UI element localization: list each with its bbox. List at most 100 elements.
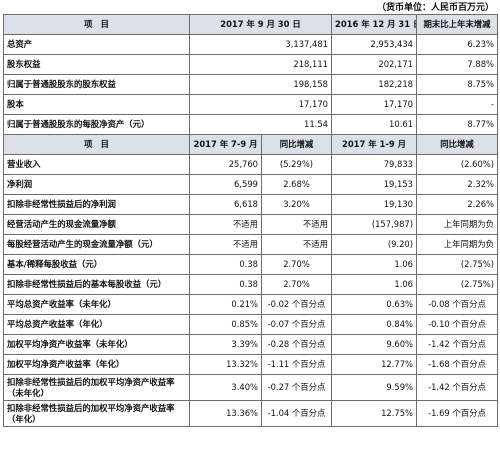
- cell-value: 9.60%: [331, 334, 417, 355]
- cell-value: 79,833: [331, 154, 417, 175]
- table-row: 经营活动产生的现金流量净额 不适用 不适用 (157,987) 上年同期为负: [3, 214, 498, 235]
- cell-value: 0.84%: [331, 314, 417, 335]
- cell-value: (9.20): [331, 234, 417, 255]
- row-label: 加权平均净资产收益率（未年化）: [3, 334, 190, 355]
- cell-value: -1.42 个百分点: [416, 374, 498, 401]
- row-label: 平均总资产收益率（未年化）: [3, 294, 190, 315]
- cell-value: 19,130: [331, 194, 417, 215]
- cell-value: 0.38: [189, 274, 262, 295]
- cell-value: 6,599: [189, 174, 262, 195]
- row-label: 加权平均净资产收益率（年化）: [3, 354, 190, 375]
- table-row: 营业收入 25,760 (5.29%) 79,833 (2.60%): [3, 154, 498, 175]
- cell-value: (5.29%): [261, 154, 332, 175]
- cell-value: 12.77%: [331, 354, 417, 375]
- cell-value: -1.69 个百分点: [416, 400, 498, 427]
- cell-value: 12.75%: [331, 400, 417, 427]
- cell-value: 218,111: [189, 54, 332, 75]
- cell-value: 0.85%: [189, 314, 262, 335]
- cell-value: (2.60%): [416, 154, 498, 175]
- cell-value: -0.10 个百分点: [416, 314, 498, 335]
- row-label: 营业收入: [3, 154, 190, 175]
- cell-value: 2.26%: [416, 194, 498, 215]
- cell-value: 6.23%: [416, 34, 498, 55]
- cell-value: 2.70%: [261, 274, 332, 295]
- row-label: 扣除非经常性损益后的净利润: [3, 194, 190, 215]
- cell-value: -1.11 个百分点: [261, 354, 332, 375]
- cell-value: -0.28 个百分点: [261, 334, 332, 355]
- table-row: 总资产 3,137,481 2,953,434 6.23%: [3, 34, 498, 55]
- balance-header-row: 项 目 2017 年 9 月 30 日 2016 年 12 月 31 日 期末比…: [3, 14, 498, 35]
- table-row: 加权平均净资产收益率（未年化） 3.39% -0.28 个百分点 9.60% -…: [3, 334, 498, 355]
- header-q3-2017: 2017 年 7-9 月: [189, 134, 262, 155]
- table-row: 归属于普通股股东的每股净资产（元） 11.54 10.61 8.77%: [3, 114, 498, 135]
- cell-value: 202,171: [331, 54, 417, 75]
- cell-value: -0.08 个百分点: [416, 294, 498, 315]
- table-row: 每股经营活动产生的现金流量净额（元） 不适用 不适用 (9.20) 上年同期为负: [3, 234, 498, 255]
- cell-value: 2.68%: [261, 174, 332, 195]
- cell-value: 1.06: [331, 274, 417, 295]
- cell-value: 17,170: [331, 94, 417, 115]
- table-row: 平均总资产收益率（未年化） 0.21% -0.02 个百分点 0.63% -0.…: [3, 294, 498, 315]
- table-row: 股本 17,170 17,170 -: [3, 94, 498, 115]
- row-label: 扣除非经常性损益后的加权平均净资产收益率（年化）: [3, 400, 190, 427]
- row-label: 扣除非经常性损益后的加权平均净资产收益率（未年化）: [3, 374, 190, 401]
- header-ytd-2017: 2017 年 1-9 月: [331, 134, 417, 155]
- cell-value: 3.39%: [189, 334, 262, 355]
- header-change-vs-year-end: 期末比上年末增减: [416, 14, 498, 35]
- cell-value: -1.68 个百分点: [416, 354, 498, 375]
- cell-value: -1.42 个百分点: [416, 334, 498, 355]
- cell-value: -0.07 个百分点: [261, 314, 332, 335]
- table-row: 股东权益 218,111 202,171 7.88%: [3, 54, 498, 75]
- cell-value: 10.61: [331, 114, 417, 135]
- header-year-end-2016: 2016 年 12 月 31 日: [331, 14, 417, 35]
- cell-value: (2.75%): [416, 274, 498, 295]
- income-header-row: 项 目 2017 年 7-9 月 同比增减 2017 年 1-9 月 同比增减: [3, 134, 498, 155]
- row-label: 净利润: [3, 174, 190, 195]
- cell-value: 198,158: [189, 74, 332, 95]
- cell-value: 9.59%: [331, 374, 417, 401]
- row-label: 归属于普通股股东的股东权益: [3, 74, 190, 95]
- cell-value: 2,953,434: [331, 34, 417, 55]
- cell-value: 2.70%: [261, 254, 332, 275]
- cell-value: 17,170: [189, 94, 332, 115]
- cell-value: 不适用: [189, 234, 262, 255]
- cell-value: (2.75%): [416, 254, 498, 275]
- row-label: 基本/稀释每股收益（元）: [3, 254, 190, 275]
- cell-value: 上年同期为负: [416, 234, 498, 255]
- cell-value: 19,153: [331, 174, 417, 195]
- cell-value: 25,760: [189, 154, 262, 175]
- cell-value: 3,137,481: [189, 34, 332, 55]
- row-label: 总资产: [3, 34, 190, 55]
- table-row: 净利润 6,599 2.68% 19,153 2.32%: [3, 174, 498, 195]
- cell-value: 上年同期为负: [416, 214, 498, 235]
- cell-value: 7.88%: [416, 54, 498, 75]
- row-label: 股本: [3, 94, 190, 115]
- cell-value: 2.32%: [416, 174, 498, 195]
- row-label: 扣除非经常性损益后的基本每股收益（元）: [3, 274, 190, 295]
- cell-value: 不适用: [261, 234, 332, 255]
- table-row: 扣除非经常性损益后的加权平均净资产收益率（未年化） 3.40% -0.27 个百…: [3, 374, 498, 401]
- cell-value: 0.21%: [189, 294, 262, 315]
- table-row: 扣除非经常性损益后的加权平均净资产收益率（年化） 13.36% -1.04 个百…: [3, 400, 498, 427]
- cell-value: 3.20%: [261, 194, 332, 215]
- table-row: 归属于普通股股东的股东权益 198,158 182,218 8.75%: [3, 74, 498, 95]
- header-q3-yoy: 同比增减: [261, 134, 332, 155]
- cell-value: 0.63%: [331, 294, 417, 315]
- cell-value: 13.32%: [189, 354, 262, 375]
- table-row: 加权平均净资产收益率（年化） 13.32% -1.11 个百分点 12.77% …: [3, 354, 498, 375]
- header-period-end-2017: 2017 年 9 月 30 日: [189, 14, 332, 35]
- cell-value: -0.02 个百分点: [261, 294, 332, 315]
- row-label: 平均总资产收益率（年化）: [3, 314, 190, 335]
- table-row: 基本/稀释每股收益（元） 0.38 2.70% 1.06 (2.75%): [3, 254, 498, 275]
- row-label: 股东权益: [3, 54, 190, 75]
- row-label: 归属于普通股股东的每股净资产（元）: [3, 114, 190, 135]
- cell-value: 13.36%: [189, 400, 262, 427]
- cell-value: 182,218: [331, 74, 417, 95]
- table-row: 平均总资产收益率（年化） 0.85% -0.07 个百分点 0.84% -0.1…: [3, 314, 498, 335]
- header-item: 项 目: [3, 14, 190, 35]
- cell-value: 8.75%: [416, 74, 498, 95]
- cell-value: -1.04 个百分点: [261, 400, 332, 427]
- row-label: 每股经营活动产生的现金流量净额（元）: [3, 234, 190, 255]
- header-item: 项 目: [3, 134, 190, 155]
- cell-value: 不适用: [261, 214, 332, 235]
